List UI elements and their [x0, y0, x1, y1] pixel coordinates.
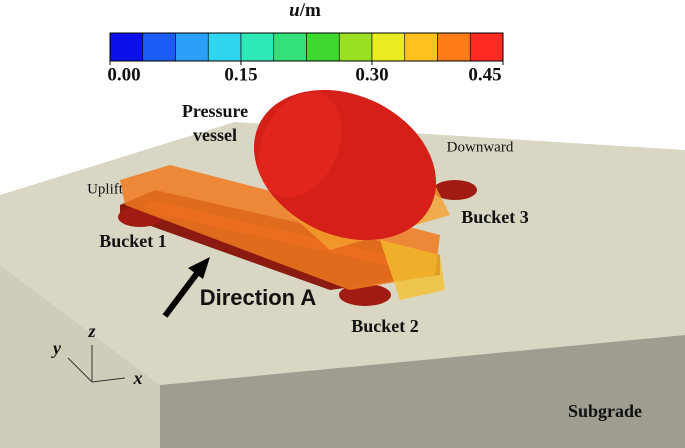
bucket-label: Bucket 2	[351, 316, 419, 336]
bucket-label: Bucket 3	[461, 207, 529, 227]
colorbar-segment	[109, 32, 144, 62]
colorbar-tick-label: 0.15	[224, 64, 257, 85]
vessel-end	[258, 92, 342, 198]
direction-label: Direction A	[200, 285, 317, 310]
colorbar-frame	[109, 32, 504, 62]
colorbar-tick-label: 0.00	[107, 64, 140, 85]
colorbar-unit: /m	[299, 0, 321, 21]
direction-arrow	[162, 270, 201, 318]
colorbar-segment	[175, 32, 209, 62]
displacement-vectors	[380, 240, 445, 300]
ground-left	[0, 265, 160, 448]
colorbar-segment	[273, 32, 307, 62]
colorbar-segment	[371, 32, 406, 62]
colorbar-segment	[142, 32, 176, 62]
colorbar-segment	[240, 32, 275, 62]
vessel-label: vessel	[193, 125, 237, 145]
colorbar-tick-label: 0.30	[355, 64, 388, 85]
colorbar-tick-label: 0.45	[468, 64, 501, 85]
uplift-label: Uplift	[87, 181, 124, 197]
axis-y	[67, 357, 93, 383]
axis-x	[91, 377, 126, 383]
direction-arrowhead	[188, 257, 210, 279]
subgrade-label: Subgrade	[568, 401, 642, 421]
colorbar-segment	[207, 32, 242, 62]
bucket	[433, 180, 477, 200]
scene	[0, 89, 685, 448]
colorbar-segment	[469, 32, 504, 62]
axis-label: z	[87, 321, 95, 341]
colorbar-segment	[338, 32, 373, 62]
axis-label: y	[51, 338, 62, 358]
ground-front	[160, 335, 685, 448]
displacement-vectors	[120, 165, 440, 290]
axis-label: x	[133, 368, 143, 388]
colorbar-variable: u	[289, 0, 300, 21]
colorbar-segment	[437, 32, 471, 62]
colorbar: 0.00 0.15 0.30 0.45	[107, 32, 504, 85]
downward-label: Downward	[447, 139, 514, 155]
bucket-label: Bucket 1	[99, 231, 167, 251]
vessel-label: Pressure	[182, 101, 248, 121]
colorbar-segment	[404, 32, 438, 62]
colorbar-title: u/m	[289, 0, 321, 21]
colorbar-segment	[306, 32, 340, 62]
